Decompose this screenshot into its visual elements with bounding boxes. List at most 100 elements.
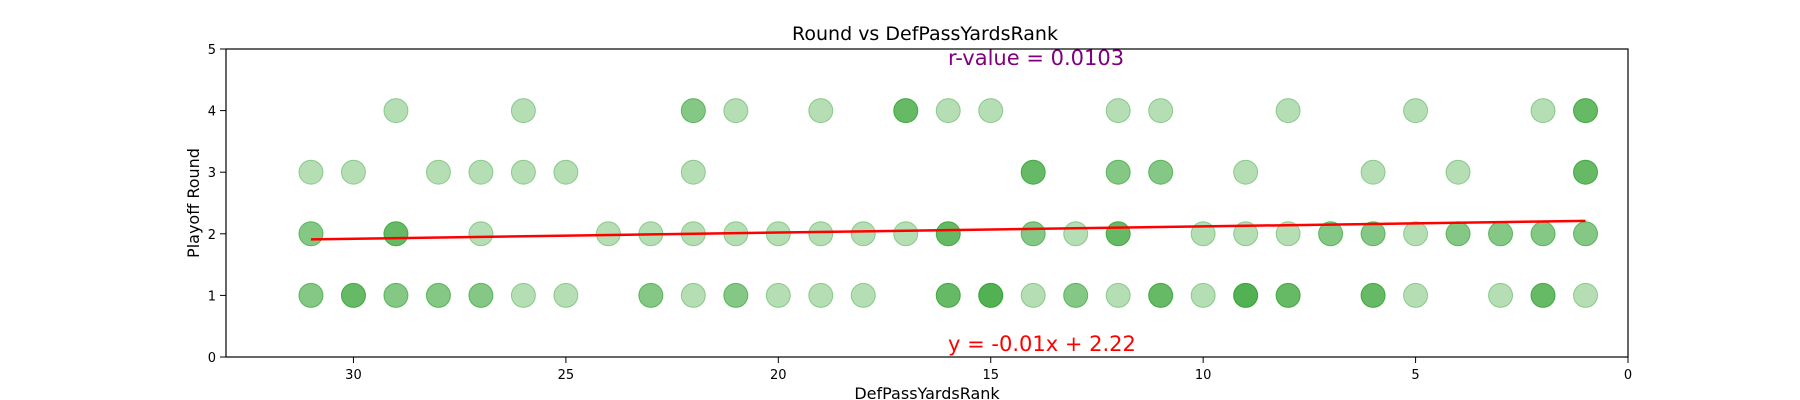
data-point [553, 159, 579, 185]
data-point [1488, 221, 1514, 247]
data-point [808, 98, 834, 124]
data-point [1403, 221, 1429, 247]
data-point [1190, 282, 1216, 308]
data-point [1063, 221, 1089, 247]
data-point [808, 282, 834, 308]
data-point [1445, 221, 1471, 247]
data-point [1275, 282, 1301, 308]
x-tick-label: 5 [1411, 368, 1419, 383]
data-point [1488, 282, 1514, 308]
data-point [978, 282, 1004, 308]
x-tick-label: 30 [345, 368, 362, 383]
data-point [1360, 221, 1386, 247]
data-point [1530, 221, 1556, 247]
data-point [1020, 221, 1046, 247]
data-point [723, 98, 749, 124]
data-point [1105, 159, 1131, 185]
data-point [680, 159, 706, 185]
data-point [298, 221, 324, 247]
data-point [383, 221, 409, 247]
data-point [680, 282, 706, 308]
data-point [638, 282, 664, 308]
data-point [1573, 159, 1599, 185]
data-point [808, 221, 834, 247]
data-point [1318, 221, 1344, 247]
data-point [1148, 282, 1174, 308]
y-tick-label: 3 [208, 166, 216, 181]
y-tick-label: 5 [208, 43, 216, 58]
y-tick-label: 2 [208, 228, 216, 243]
x-tick-label: 25 [558, 368, 575, 383]
x-tick-label: 0 [1624, 368, 1632, 383]
data-point [935, 98, 961, 124]
data-point [1233, 282, 1259, 308]
data-point [1020, 159, 1046, 185]
data-point [1233, 159, 1259, 185]
equation-annotation: y = -0.01x + 2.22 [948, 332, 1136, 356]
data-point [1105, 282, 1131, 308]
data-point [850, 221, 876, 247]
data-point [1360, 159, 1386, 185]
data-point [1105, 221, 1131, 247]
data-point [1233, 221, 1259, 247]
data-point [1020, 282, 1046, 308]
y-tick-label: 1 [208, 289, 216, 304]
data-point [1148, 98, 1174, 124]
data-point [468, 159, 494, 185]
data-point [1530, 282, 1556, 308]
data-point [1275, 98, 1301, 124]
data-point [1275, 221, 1301, 247]
data-point [935, 221, 961, 247]
data-point [383, 98, 409, 124]
x-axis-ticks: 30 25 20 15 10 5 0 [345, 357, 1632, 383]
data-point [298, 282, 324, 308]
data-point [893, 221, 919, 247]
x-tick-label: 15 [982, 368, 999, 383]
plot-frame [225, 48, 1629, 358]
data-point [1190, 221, 1216, 247]
y-axis-label: Playoff Round [184, 148, 203, 258]
x-axis-label: DefPassYardsRank [854, 384, 1000, 400]
y-tick-label: 0 [208, 351, 216, 366]
data-point [893, 98, 919, 124]
data-point [510, 98, 536, 124]
data-point [340, 282, 366, 308]
data-point [1148, 159, 1174, 185]
y-axis-ticks: 0 1 2 3 4 5 [208, 43, 226, 366]
data-point [1530, 98, 1556, 124]
data-point [1445, 159, 1471, 185]
data-point [680, 98, 706, 124]
data-point [1063, 282, 1089, 308]
data-point [1105, 98, 1131, 124]
data-point [1360, 282, 1386, 308]
data-point [510, 282, 536, 308]
data-point [425, 282, 451, 308]
data-point [1573, 282, 1599, 308]
regression-line [310, 219, 1586, 241]
r-value-annotation: r-value = 0.0103 [948, 46, 1124, 70]
x-tick-label: 20 [770, 368, 787, 383]
data-point [1403, 282, 1429, 308]
data-point [340, 159, 366, 185]
data-point [765, 282, 791, 308]
points-layer [298, 98, 1599, 308]
data-point [978, 98, 1004, 124]
data-point [468, 221, 494, 247]
data-point [383, 282, 409, 308]
y-tick-label: 4 [208, 105, 216, 120]
x-tick-label: 10 [1195, 368, 1212, 383]
data-point [1573, 98, 1599, 124]
data-point [723, 282, 749, 308]
data-point [850, 282, 876, 308]
data-point [298, 159, 324, 185]
data-point [468, 282, 494, 308]
data-point [553, 282, 579, 308]
data-point [1573, 221, 1599, 247]
data-point [935, 282, 961, 308]
chart-title: Round vs DefPassYardsRank [792, 23, 1058, 45]
data-point [510, 159, 536, 185]
data-point [425, 159, 451, 185]
data-point [1403, 98, 1429, 124]
